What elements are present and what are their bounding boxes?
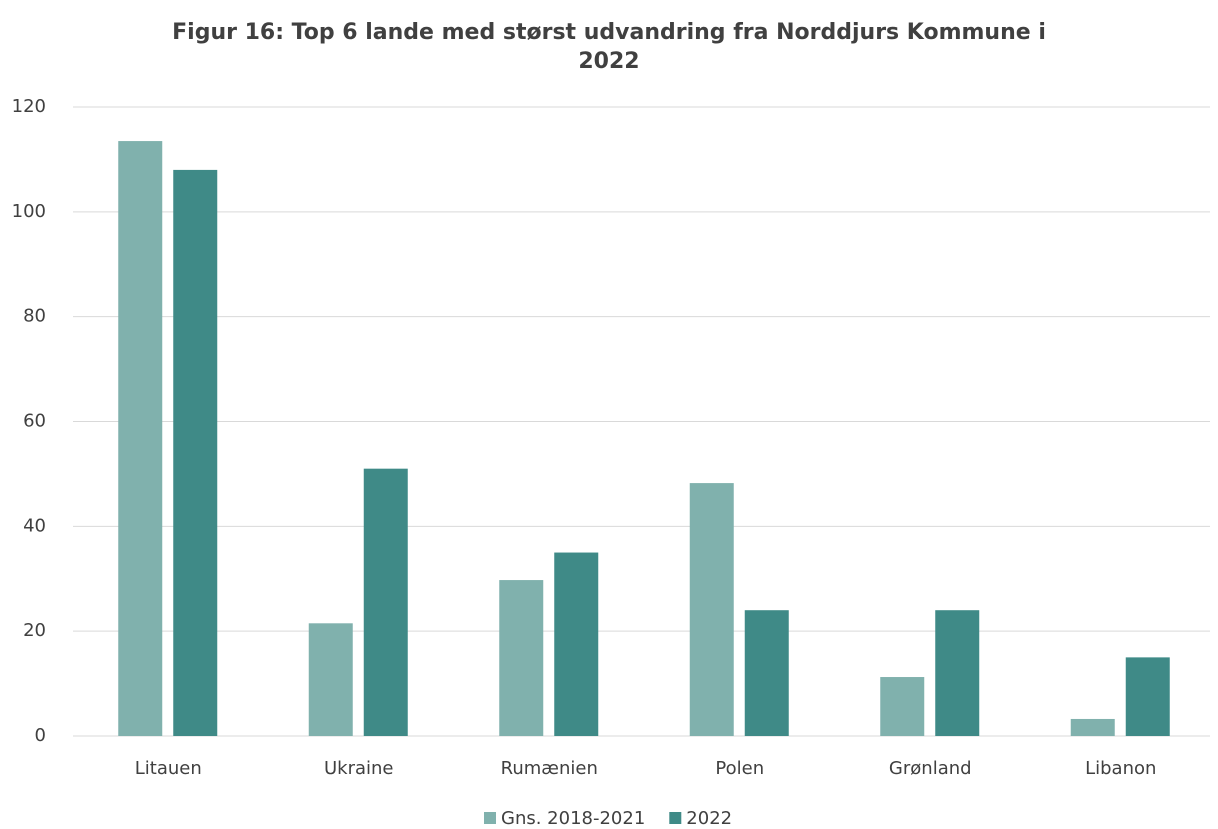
bar [173, 169, 218, 736]
chart-title: Figur 16: Top 6 lande med størst udvandr… [172, 20, 1046, 74]
legend-label: 2022 [686, 808, 732, 829]
x-tick-label: Grønland [889, 758, 972, 779]
bar [554, 552, 599, 736]
bar [1125, 657, 1170, 736]
bar [308, 623, 353, 736]
x-tick-label: Ukraine [324, 758, 394, 779]
bar [744, 610, 789, 736]
y-tick-label: 40 [23, 515, 46, 536]
bar [880, 677, 925, 736]
y-tick-label: 100 [12, 201, 46, 222]
bar [363, 468, 408, 736]
bar [118, 141, 163, 737]
y-tick-label: 20 [23, 620, 46, 641]
legend-swatch [669, 812, 682, 824]
x-tick-label: Litauen [135, 758, 202, 779]
bar [689, 483, 734, 736]
x-tick-label: Rumænien [501, 758, 598, 779]
x-tick-label: Libanon [1085, 758, 1156, 779]
y-tick-label: 60 [23, 411, 46, 432]
legend-swatch [484, 812, 496, 824]
bar [499, 580, 544, 736]
y-tick-label: 120 [12, 96, 46, 117]
y-tick-label: 0 [35, 725, 46, 746]
legend-label: Gns. 2018-2021 [501, 808, 645, 829]
bar [935, 610, 980, 736]
bar [1070, 718, 1115, 736]
x-tick-label: Polen [715, 758, 764, 779]
y-tick-label: 80 [23, 306, 46, 327]
